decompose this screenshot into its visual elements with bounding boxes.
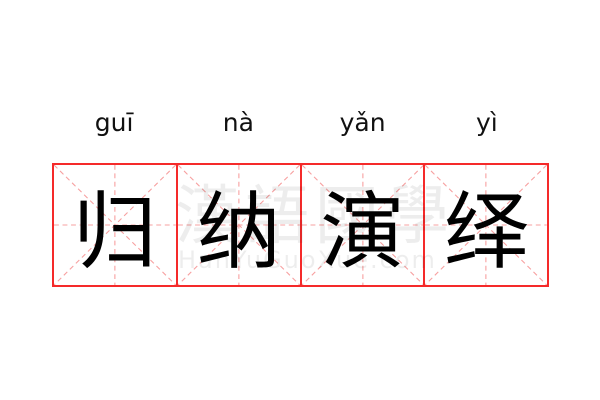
pinyin-1: guī [94,108,134,137]
character-cell: 绎 [425,165,547,285]
pinyin-4: yì [476,108,498,137]
pinyin-2: nà [222,108,254,137]
character-cell: 演 [301,165,426,285]
character-4: 绎 [444,182,529,281]
guide-lines [177,165,300,285]
character-3: 演 [320,182,405,281]
character-cell: 纳 [177,165,302,285]
guide-lines [54,165,176,285]
pinyin-row: guī nà yǎn yì [52,108,549,137]
character-grid: 归 纳 演 绎 [52,163,549,287]
character-1: 归 [72,182,157,281]
guide-lines [301,165,424,285]
pinyin-3: yǎn [339,108,386,137]
character-2: 纳 [196,182,281,281]
guide-lines [425,165,547,285]
character-cell: 归 [54,165,178,285]
